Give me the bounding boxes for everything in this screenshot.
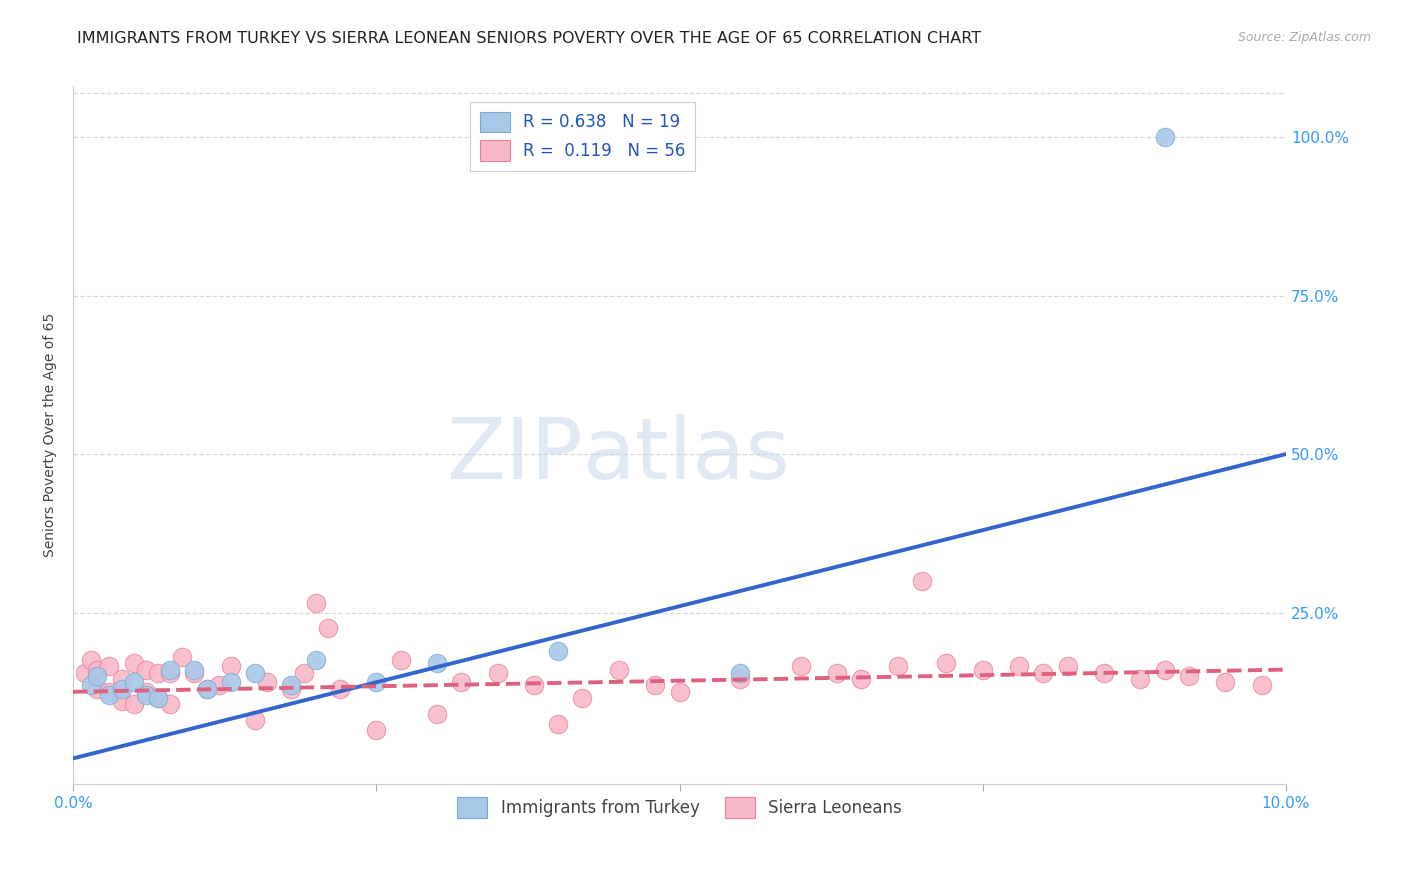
Point (305, 653, 328, 667)
Point (135, 688, 157, 702)
Point (243, 665, 266, 680)
Point (195, 681, 218, 696)
Point (1153, 663, 1175, 677)
Point (305, 596, 328, 610)
Point (450, 675, 472, 690)
Text: ZIP: ZIP (446, 415, 582, 498)
Point (256, 675, 278, 690)
Point (790, 659, 813, 673)
Point (86, 681, 108, 696)
Point (292, 665, 315, 680)
Point (523, 678, 546, 692)
Point (219, 675, 242, 690)
Point (172, 649, 194, 664)
Point (486, 665, 509, 680)
Text: Source: ZipAtlas.com: Source: ZipAtlas.com (1237, 31, 1371, 45)
Point (316, 621, 339, 635)
Point (110, 672, 132, 686)
Point (547, 716, 569, 731)
Y-axis label: Seniors Poverty Over the Age of 65: Seniors Poverty Over the Age of 65 (44, 313, 58, 558)
Point (86, 663, 108, 677)
Text: atlas: atlas (582, 415, 790, 498)
Point (183, 663, 205, 677)
Text: IMMIGRANTS FROM TURKEY VS SIERRA LEONEAN SENIORS POVERTY OVER THE AGE OF 65 CORR: IMMIGRANTS FROM TURKEY VS SIERRA LEONEAN… (77, 31, 981, 46)
Point (86, 669, 108, 683)
Point (243, 714, 266, 728)
Point (280, 681, 302, 696)
Point (1213, 675, 1236, 690)
Point (195, 681, 218, 696)
Point (110, 681, 132, 696)
Legend: Immigrants from Turkey, Sierra Leoneans: Immigrants from Turkey, Sierra Leoneans (451, 790, 908, 824)
Point (208, 678, 231, 692)
Point (80, 653, 103, 667)
Point (280, 678, 302, 692)
Point (887, 659, 910, 673)
Point (159, 663, 181, 677)
Point (366, 723, 388, 737)
Point (329, 681, 352, 696)
Point (80, 678, 103, 692)
Point (389, 653, 412, 667)
Point (851, 672, 873, 686)
Point (1178, 669, 1201, 683)
Point (1032, 665, 1054, 680)
Point (426, 657, 449, 671)
Point (366, 675, 388, 690)
Point (728, 672, 751, 686)
Point (1008, 659, 1031, 673)
Point (183, 665, 205, 680)
Point (146, 665, 169, 680)
Point (122, 657, 145, 671)
Point (825, 665, 848, 680)
Point (159, 698, 181, 712)
Point (75, 665, 97, 680)
Point (1250, 678, 1272, 692)
Point (98, 659, 121, 673)
Point (122, 675, 145, 690)
Point (146, 691, 169, 706)
Point (1129, 672, 1152, 686)
Point (668, 685, 690, 699)
Point (1153, 130, 1175, 145)
Point (1056, 659, 1078, 673)
Point (644, 678, 666, 692)
Point (728, 665, 751, 680)
Point (146, 691, 169, 706)
Point (911, 574, 934, 588)
Point (972, 663, 994, 677)
Point (98, 685, 121, 699)
Point (159, 665, 181, 680)
Point (935, 657, 957, 671)
Point (547, 643, 569, 657)
Point (607, 663, 630, 677)
Point (122, 698, 145, 712)
Point (98, 688, 121, 702)
Point (135, 663, 157, 677)
Point (135, 685, 157, 699)
Point (426, 706, 449, 721)
Point (1092, 665, 1115, 680)
Point (219, 659, 242, 673)
Point (571, 691, 593, 706)
Point (110, 694, 132, 708)
